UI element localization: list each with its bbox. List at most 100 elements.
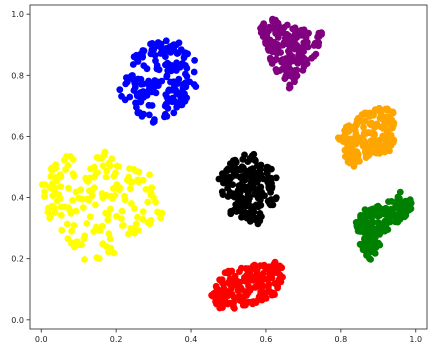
scatter-point bbox=[165, 86, 173, 94]
scatter-point bbox=[242, 301, 249, 309]
scatter-point bbox=[190, 68, 198, 76]
scatter-point bbox=[137, 80, 145, 88]
scatter-point bbox=[283, 30, 291, 38]
scatter-point bbox=[282, 72, 290, 80]
scatter-point bbox=[236, 193, 244, 201]
cluster-5 bbox=[208, 258, 286, 312]
y-tick-label: 0.2 bbox=[11, 255, 24, 264]
scatter-point bbox=[285, 47, 292, 55]
x-tick-label: 0.6 bbox=[260, 335, 273, 344]
axes-frame bbox=[29, 4, 428, 330]
scatter-point bbox=[288, 53, 296, 60]
scatter-point bbox=[164, 98, 172, 106]
scatter-point bbox=[92, 201, 99, 209]
scatter-point bbox=[297, 31, 304, 39]
scatter-point bbox=[359, 134, 366, 141]
scatter-point bbox=[60, 156, 68, 164]
scatter-point bbox=[221, 269, 229, 277]
scatter-point bbox=[102, 173, 110, 181]
scatter-point bbox=[282, 55, 290, 62]
scatter-point bbox=[373, 227, 381, 235]
scatter-point bbox=[52, 161, 60, 169]
scatter-point bbox=[99, 222, 106, 230]
scatter-point bbox=[262, 295, 270, 302]
scatter-point bbox=[128, 72, 136, 80]
scatter-point bbox=[69, 197, 76, 204]
scatter-point bbox=[272, 194, 280, 202]
scatter-point bbox=[182, 79, 189, 87]
scatter-point bbox=[232, 201, 240, 209]
points-layer bbox=[38, 15, 415, 312]
scatter-point bbox=[131, 205, 138, 212]
scatter-point bbox=[110, 172, 118, 180]
scatter-point bbox=[354, 154, 362, 162]
scatter-point bbox=[55, 191, 63, 199]
scatter-point bbox=[383, 136, 390, 143]
scatter-point bbox=[41, 188, 48, 196]
scatter-point bbox=[143, 65, 151, 73]
scatter-point bbox=[397, 205, 404, 212]
scatter-point bbox=[133, 104, 140, 111]
scatter-point bbox=[242, 167, 249, 175]
scatter-point bbox=[63, 220, 71, 228]
scatter-point bbox=[357, 225, 365, 232]
scatter-point bbox=[47, 173, 55, 180]
scatter-point bbox=[257, 201, 265, 209]
scatter-point bbox=[234, 287, 242, 294]
scatter-point bbox=[248, 152, 256, 160]
scatter-point bbox=[264, 164, 272, 171]
scatter-point bbox=[49, 192, 57, 200]
scatter-point bbox=[164, 59, 171, 67]
scatter-point bbox=[218, 276, 226, 283]
scatter-point bbox=[106, 235, 114, 243]
scatter-point bbox=[310, 42, 318, 49]
scatter-point bbox=[303, 39, 311, 46]
scatter-point bbox=[106, 162, 114, 170]
scatter-point bbox=[72, 188, 80, 196]
scatter-point bbox=[271, 291, 278, 298]
scatter-point bbox=[265, 23, 273, 31]
scatter-point bbox=[243, 214, 251, 222]
x-tick-label: 0.0 bbox=[35, 335, 48, 344]
scatter-point bbox=[98, 154, 105, 162]
scatter-point bbox=[382, 142, 389, 150]
scatter-point bbox=[274, 19, 282, 27]
scatter-point bbox=[300, 63, 308, 70]
scatter-point bbox=[243, 202, 251, 210]
scatter-point bbox=[134, 213, 141, 221]
scatter-point bbox=[115, 186, 123, 194]
scatter-point bbox=[90, 163, 98, 171]
scatter-point bbox=[57, 183, 65, 191]
x-tick-label: 0.2 bbox=[110, 335, 123, 344]
scatter-point bbox=[99, 240, 107, 248]
scatter-point bbox=[285, 84, 293, 92]
scatter-point bbox=[288, 71, 295, 79]
scatter-point bbox=[388, 208, 396, 216]
scatter-point bbox=[246, 209, 254, 217]
scatter-point bbox=[86, 213, 94, 221]
scatter-point bbox=[62, 166, 69, 173]
scatter-point bbox=[259, 270, 267, 277]
scatter-point bbox=[70, 222, 78, 229]
scatter-point bbox=[220, 179, 227, 187]
scatter-point bbox=[244, 191, 252, 199]
scatter-point bbox=[258, 281, 266, 288]
scatter-point bbox=[363, 252, 370, 259]
scatter-point bbox=[64, 235, 72, 243]
scatter-point bbox=[139, 52, 146, 60]
scatter-point bbox=[211, 291, 219, 299]
scatter-point bbox=[253, 265, 261, 273]
scatter-point bbox=[171, 85, 179, 93]
scatter-point bbox=[192, 83, 200, 90]
scatter-point bbox=[279, 41, 287, 49]
scatter-point bbox=[368, 205, 376, 213]
scatter-point bbox=[277, 49, 284, 56]
scatter-point bbox=[230, 299, 237, 306]
scatter-point bbox=[258, 213, 265, 221]
scatter-point bbox=[136, 98, 144, 106]
scatter-point bbox=[79, 204, 87, 212]
x-tick-label: 0.4 bbox=[185, 335, 198, 344]
scatter-point bbox=[235, 166, 242, 173]
scatter-point bbox=[373, 120, 381, 128]
